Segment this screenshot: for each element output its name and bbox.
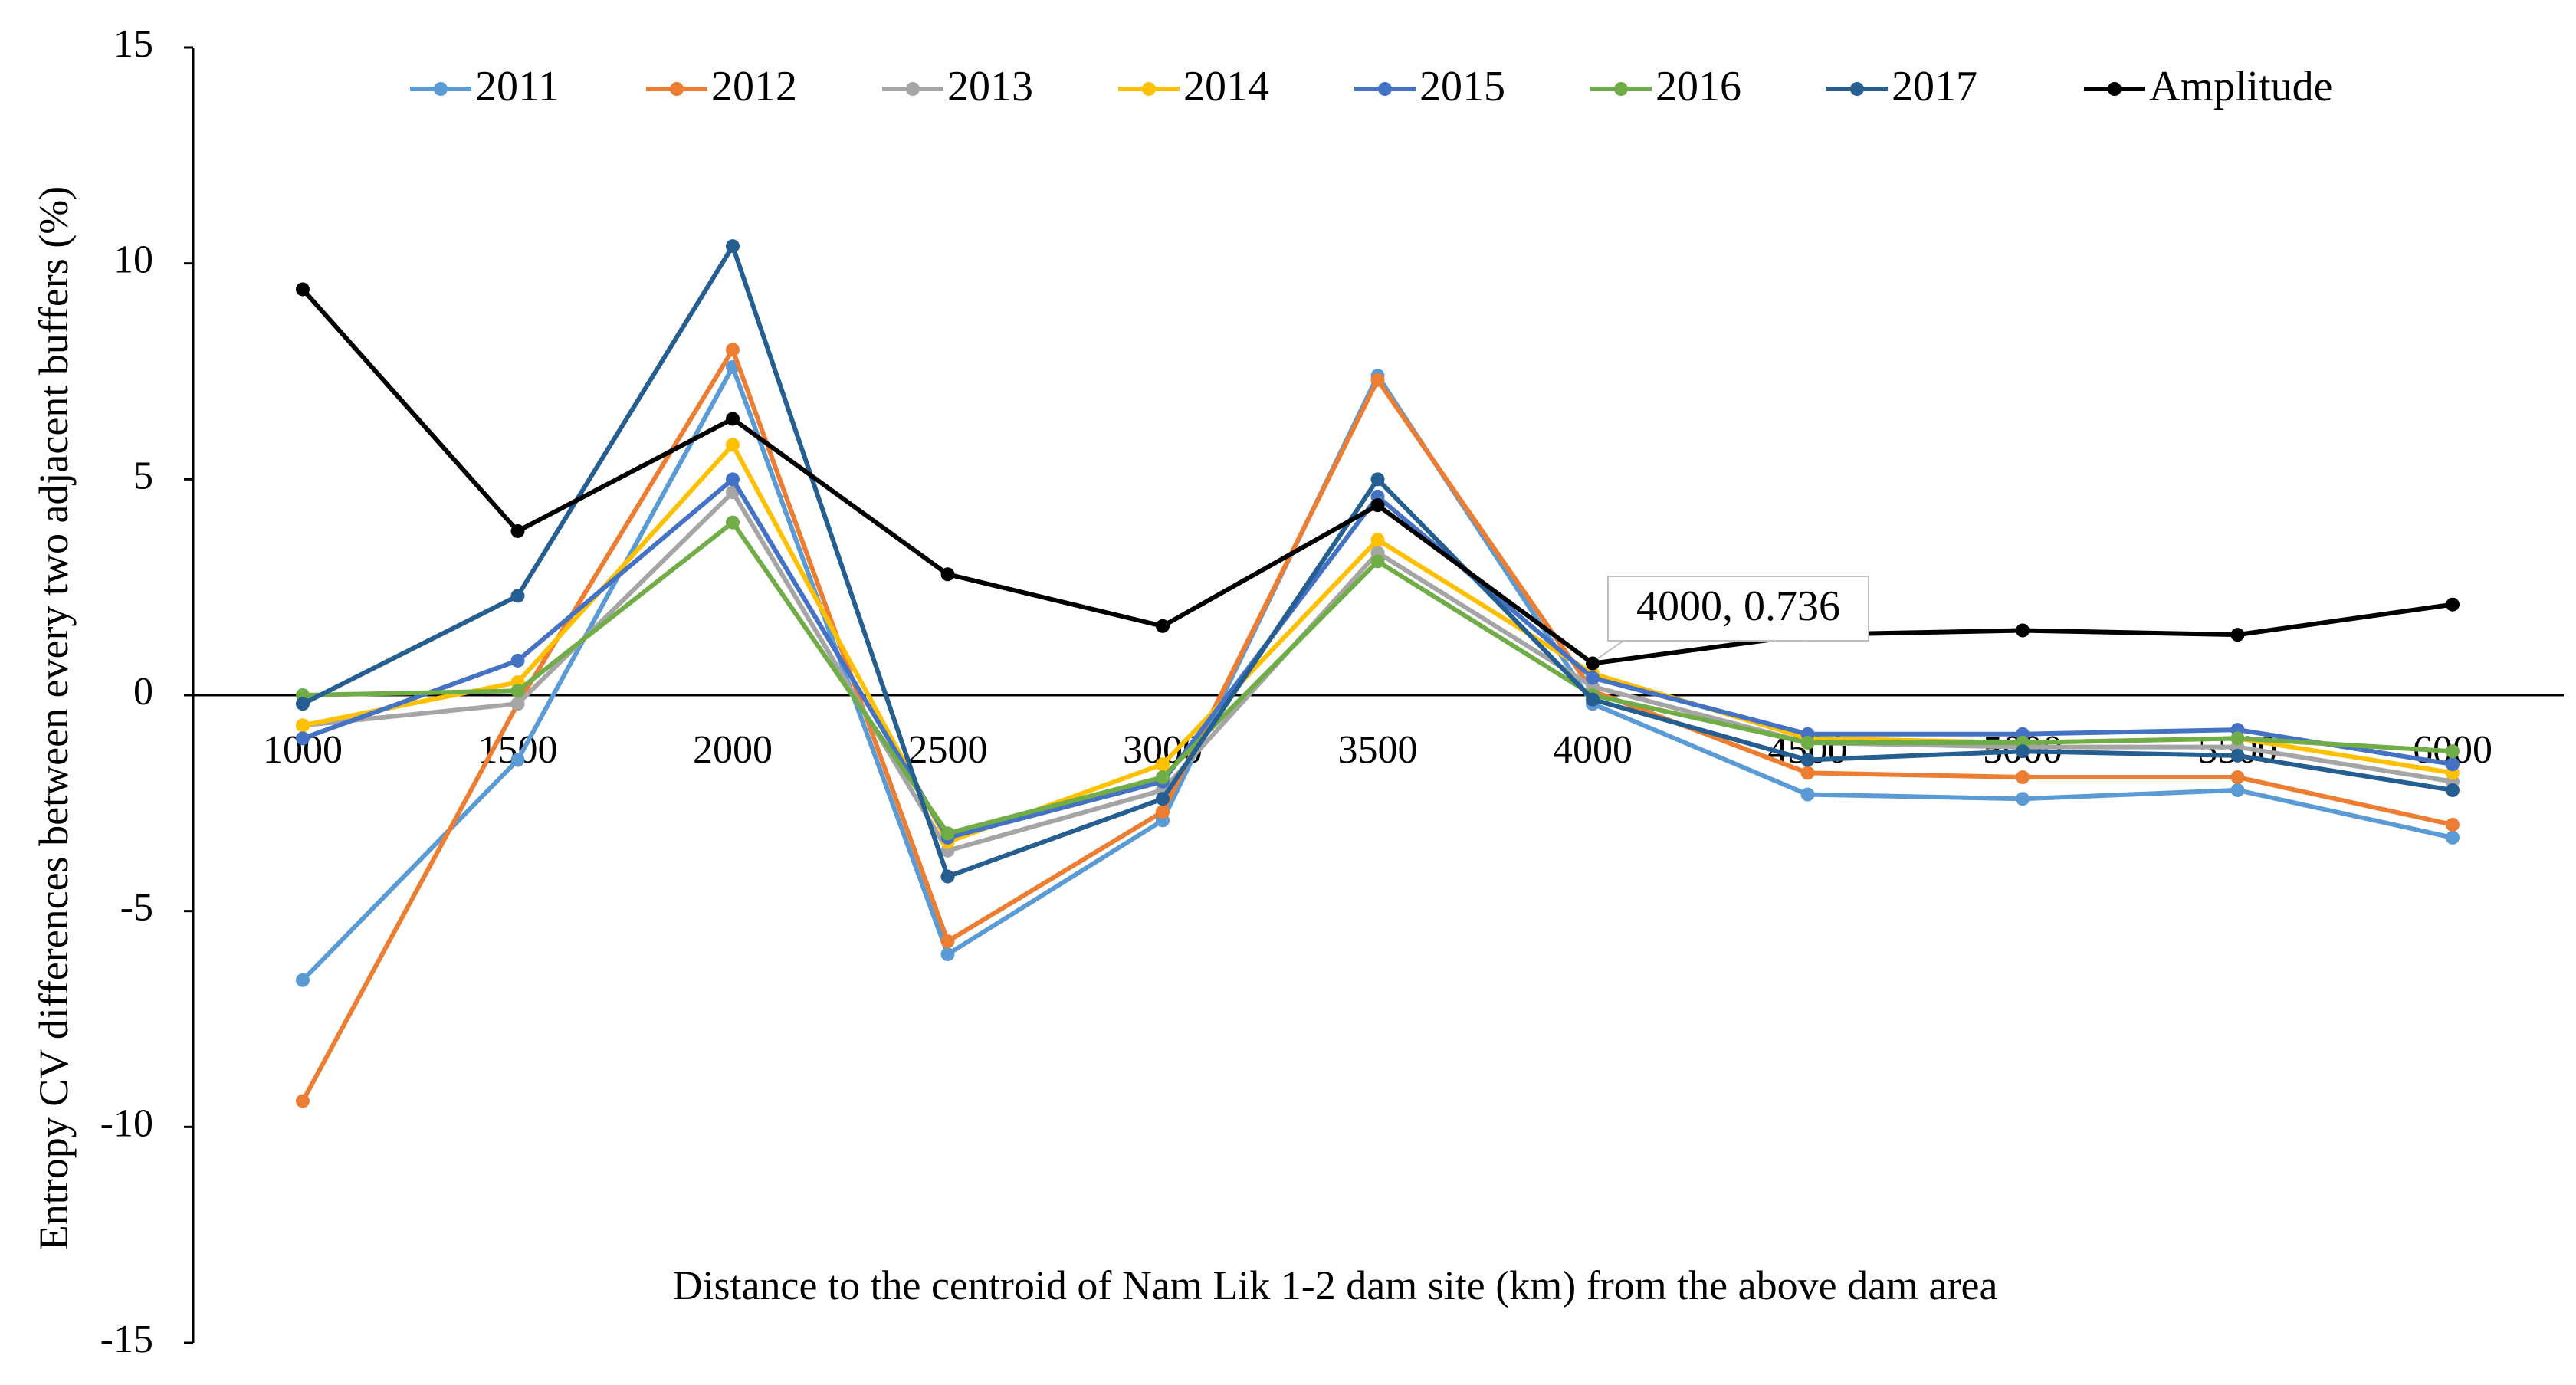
legend-swatch-marker	[434, 82, 448, 96]
data-point-2012	[2230, 770, 2245, 785]
data-point-2014	[1370, 533, 1385, 547]
legend-item-2016: 2016	[1590, 63, 1741, 110]
data-point-amplitude	[2446, 597, 2460, 612]
data-point-2017	[940, 869, 955, 884]
data-point-amplitude	[2230, 628, 2245, 642]
data-point-2017	[2230, 748, 2245, 763]
x-axis-title: Distance to the centroid of Nam Lik 1-2 …	[673, 1262, 1998, 1308]
data-point-2017	[1156, 792, 1170, 806]
data-point-2012	[940, 934, 955, 949]
x-tick-label: 2000	[693, 728, 773, 772]
legend-swatch-marker	[670, 82, 684, 96]
data-point-2016	[1370, 554, 1385, 569]
data-point-2011	[2230, 783, 2245, 797]
legend-label: 2011	[475, 63, 560, 110]
data-point-2012	[2016, 770, 2030, 785]
data-point-2015	[296, 731, 310, 746]
data-point-2011	[2446, 830, 2460, 845]
legend-swatch-marker	[1850, 82, 1864, 96]
annotation-label: 4000, 0.736	[1636, 583, 1840, 630]
y-tick-label: 10	[113, 238, 153, 282]
data-point-2017	[1586, 692, 1600, 707]
legend-swatch-marker	[1378, 82, 1392, 96]
data-point-2015	[2446, 757, 2460, 772]
data-point-2014	[296, 718, 310, 733]
data-point-2012	[726, 343, 740, 357]
x-tick-label: 2500	[908, 728, 988, 772]
legend-item-2011: 2011	[410, 63, 560, 110]
y-tick-label: 15	[113, 22, 153, 66]
legend-swatch-marker	[906, 82, 920, 96]
data-point-2013	[510, 697, 525, 711]
legend-item-2014: 2014	[1118, 63, 1269, 110]
data-point-2016	[510, 684, 525, 698]
y-tick-label: -5	[120, 886, 153, 930]
data-point-2012	[2446, 818, 2460, 832]
legend-swatch-marker	[1614, 82, 1628, 96]
legend-item-2017: 2017	[1826, 63, 1977, 110]
legend-label: 2016	[1656, 63, 1741, 110]
annotation-box	[1607, 576, 1869, 642]
data-point-2016	[1156, 770, 1170, 785]
x-tick-label: 3500	[1338, 728, 1418, 772]
data-point-2017	[726, 239, 740, 254]
data-point-2011	[296, 973, 310, 987]
data-point-2017	[1800, 753, 1815, 767]
data-point-2016	[2230, 731, 2245, 746]
data-point-2017	[296, 697, 310, 711]
legend-label: 2017	[1892, 63, 1977, 110]
data-point-2011	[1800, 787, 1815, 802]
legend-label: 2013	[947, 63, 1033, 110]
data-point-amplitude	[296, 282, 310, 297]
legend-item-2013: 2013	[882, 63, 1033, 110]
series-2017	[296, 239, 2460, 884]
x-tick-label: 4000	[1553, 728, 1633, 772]
legend-item-2015: 2015	[1354, 63, 1505, 110]
data-point-2017	[2446, 783, 2460, 797]
data-point-2011	[510, 753, 525, 767]
data-point-2017	[1370, 472, 1385, 487]
data-point-amplitude	[726, 412, 740, 426]
legend-label: 2015	[1419, 63, 1505, 110]
y-tick-label: -10	[100, 1101, 153, 1145]
legend-item-2012: 2012	[646, 63, 797, 110]
legend-label: 2012	[711, 63, 797, 110]
data-point-amplitude	[1586, 656, 1600, 671]
data-point-2012	[1800, 766, 1815, 780]
data-point-2016	[2446, 744, 2460, 759]
data-point-2015	[726, 472, 740, 487]
data-point-amplitude	[2016, 623, 2030, 638]
annotation-layer: 4000, 0.736	[1596, 576, 1869, 660]
y-axis-title: Entropy CV differences between every two…	[31, 186, 77, 1250]
legend-swatch-marker	[1142, 82, 1156, 96]
data-point-2012	[1370, 373, 1385, 387]
legend-label: Amplitude	[2149, 63, 2333, 110]
legend-label: 2014	[1183, 63, 1269, 110]
data-point-2014	[1156, 757, 1170, 772]
data-point-2011	[2016, 792, 2030, 806]
y-tick-label: -15	[100, 1318, 153, 1361]
data-point-2017	[510, 589, 525, 603]
legend-swatch-marker	[2108, 82, 2122, 96]
data-point-2016	[726, 515, 740, 530]
legend-item-amplitude: Amplitude	[2084, 63, 2333, 110]
series-layer	[296, 239, 2460, 1108]
data-point-amplitude	[940, 567, 955, 582]
data-point-2012	[296, 1094, 310, 1108]
data-point-amplitude	[1370, 498, 1385, 513]
data-point-2015	[510, 653, 525, 668]
legend: 2011 2012 2013 2014 2015 2016 2017 Amplitude	[410, 63, 2333, 110]
data-point-2014	[726, 438, 740, 452]
data-point-2016	[940, 826, 955, 841]
y-tick-label: 5	[133, 454, 153, 497]
data-point-2012	[1156, 805, 1170, 819]
data-point-2016	[1800, 735, 1815, 750]
data-point-2017	[2016, 744, 2030, 759]
y-tick-label: 0	[133, 670, 153, 714]
data-point-2015	[1586, 671, 1600, 685]
data-point-amplitude	[1156, 619, 1170, 633]
data-point-2011	[940, 947, 955, 961]
data-point-amplitude	[510, 523, 525, 538]
